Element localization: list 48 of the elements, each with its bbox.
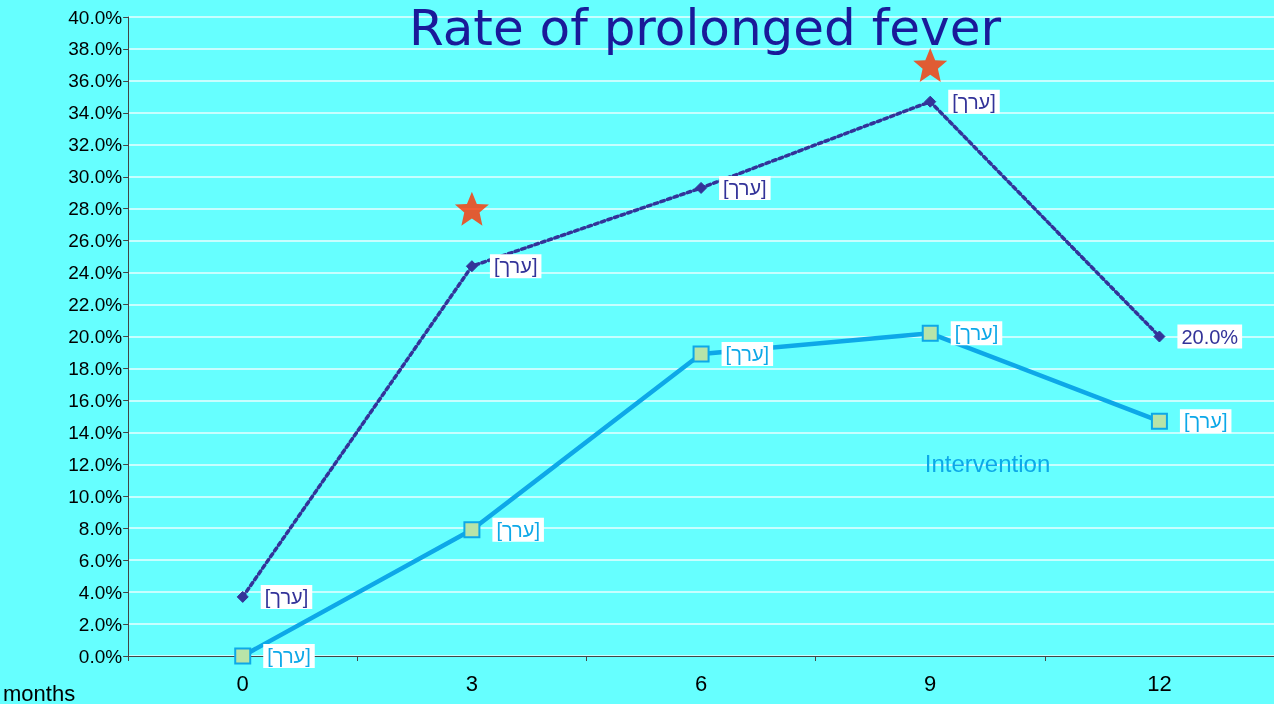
point [692,345,710,363]
y-tick-label: 30.0% [68,166,123,188]
y-tick-label: 40.0% [68,6,123,28]
y-tick-label: 0.0% [78,645,123,667]
y-tick-label: 12.0% [68,453,123,475]
y-tick-label: 32.0% [68,134,123,156]
data-label: [ערך] [952,90,996,113]
point [463,521,481,539]
y-tick-label: 14.0% [68,421,123,443]
data-label: [ערך] [954,322,999,345]
point [921,324,939,342]
data-label: [ערך] [496,518,540,541]
y-tick-label: 26.0% [68,230,123,252]
y-tick-label: 28.0% [68,198,123,220]
data-label: [ערך] [725,343,770,366]
data-label: [ערך] [264,585,309,608]
y-tick-label: 8.0% [78,517,123,539]
y-tick-label: 6.0% [78,549,123,571]
x-axis-title: months [2,680,76,704]
x-tick-label: 3 [465,670,479,696]
point [234,647,252,665]
chart-title: Rate of prolonged fever [409,0,1002,57]
y-tick-label: 36.0% [68,70,123,92]
y-tick-label: 20.0% [68,326,123,347]
x-tick-label: 0 [236,670,249,696]
x-tick-label: 12 [1147,670,1172,696]
data-label: [ערך] [723,176,767,199]
point [924,95,937,108]
data-label: [ערך] [267,645,311,667]
y-tick-label: 2.0% [78,613,123,635]
y-tick-label: 18.0% [68,357,123,379]
y-tick-label: 34.0% [68,102,123,124]
data-label: [ערך] [1183,410,1228,433]
x-tick-label: 9 [924,670,937,696]
point [236,590,249,603]
y-tick-label: 10.0% [68,485,123,507]
point [695,181,708,194]
point [1153,330,1166,343]
x-tick-label: 6 [694,670,708,696]
y-tick-label: 38.0% [68,38,123,60]
point [465,260,478,273]
data-label: [ערך] [493,255,538,278]
y-tick-label: 4.0% [78,581,123,603]
data-label: 20.0% [1181,325,1239,348]
y-tick-label: 24.0% [68,262,123,284]
y-tick-label: 22.0% [68,294,123,316]
point [1150,412,1168,430]
y-tick-label: 16.0% [68,389,123,411]
